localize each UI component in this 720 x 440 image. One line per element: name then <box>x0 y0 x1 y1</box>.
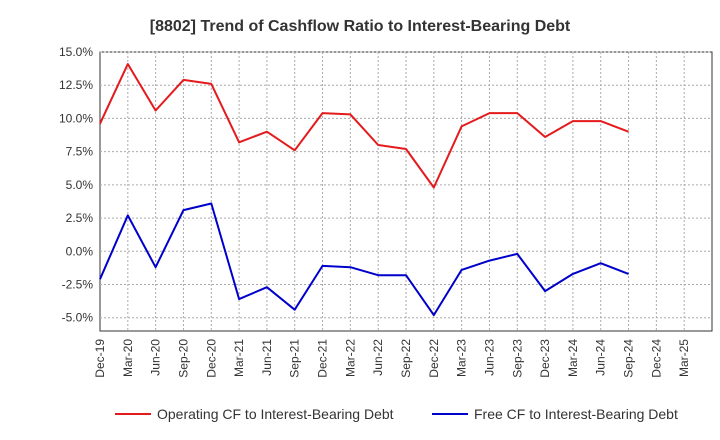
x-tick-label: Jun-24 <box>594 339 608 376</box>
legend-label-1: Operating CF to Interest-Bearing Debt <box>157 406 394 422</box>
x-tick-label: Dec-21 <box>316 339 330 378</box>
series-line-2 <box>99 202 629 317</box>
x-tick-label: Jun-22 <box>371 339 385 376</box>
y-tick-label: 10.0% <box>59 111 93 125</box>
y-tick-label: 7.5% <box>66 145 94 159</box>
x-tick-label: Jun-20 <box>149 339 163 376</box>
x-tick-label: Dec-23 <box>538 339 552 378</box>
x-tick-label: Dec-24 <box>649 339 663 378</box>
x-tick-label: Mar-24 <box>566 339 580 377</box>
y-tick-label: -2.5% <box>62 278 94 292</box>
x-tick-label: Mar-21 <box>232 339 246 377</box>
y-tick-label: 5.0% <box>66 178 94 192</box>
x-tick-label: Dec-19 <box>93 339 107 378</box>
x-tick-label: Sep-21 <box>288 339 302 378</box>
x-tick-label: Mar-20 <box>121 339 135 377</box>
x-tick-label: Jun-21 <box>260 339 274 376</box>
grid-lines <box>100 51 712 331</box>
y-tick-label: -5.0% <box>62 311 94 325</box>
x-axis: Dec-19 Mar-20 Jun-20 Sep-20 Dec-20 Mar-21 Jun-… <box>93 339 691 378</box>
y-tick-label: 15.0% <box>59 45 93 59</box>
x-tick-label: Dec-20 <box>204 339 218 378</box>
chart-title: [8802] Trend of Cashflow Ratio to Intere… <box>150 18 571 35</box>
y-tick-label: 2.5% <box>66 211 94 225</box>
x-tick-label: Sep-24 <box>622 339 636 378</box>
x-tick-label: Mar-25 <box>677 339 691 377</box>
x-tick-label: Mar-23 <box>455 339 469 377</box>
x-tick-label: Jun-23 <box>482 339 496 376</box>
series-lines <box>99 63 629 317</box>
y-tick-label: 0.0% <box>66 244 94 258</box>
y-axis: 15.0% 12.5% 10.0% 7.5% 5.0% 2.5% 0.0% -2.5% -5.0… <box>59 45 93 325</box>
legend: Operating CF to Interest-Bearing Debt Fre… <box>115 406 678 422</box>
x-tick-label: Sep-22 <box>399 339 413 378</box>
x-tick-label: Dec-22 <box>427 339 441 378</box>
x-tick-label: Sep-23 <box>510 339 524 378</box>
legend-label-2: Free CF to Interest-Bearing Debt <box>474 406 678 422</box>
x-tick-label: Sep-20 <box>176 339 190 378</box>
x-tick-label: Mar-22 <box>343 339 357 377</box>
series-line-1 <box>99 63 629 189</box>
y-tick-label: 12.5% <box>59 78 93 92</box>
